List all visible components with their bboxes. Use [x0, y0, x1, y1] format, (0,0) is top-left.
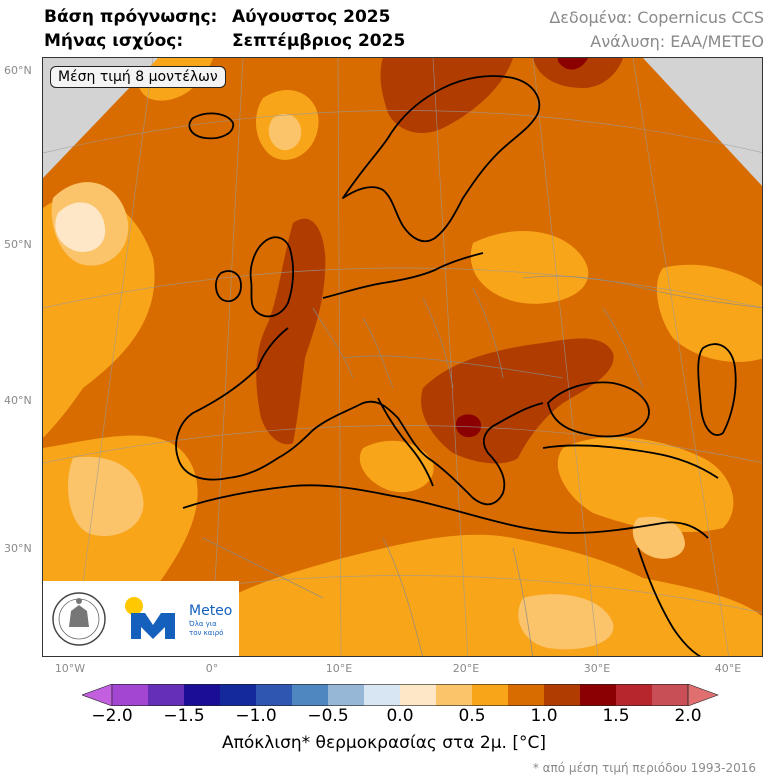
anomaly-colorbar — [82, 684, 719, 706]
colorbar-title: Απόκλιση* θερμοκρασίας στα 2μ. [°C] — [222, 733, 546, 753]
logo-panel: Meteo Όλα για τον καιρό — [43, 581, 239, 656]
colorbar-tick-m0.5: −0.5 — [307, 706, 349, 726]
valid-month-label: Μήνας ισχύος: — [44, 31, 184, 51]
data-source-credit: Δεδομένα: Copernicus CCS — [549, 8, 764, 27]
colorbar-segment — [580, 684, 616, 706]
no-data-area-ne — [643, 58, 762, 186]
lat-label-60n: 60°N — [4, 64, 32, 77]
colorbar-segment — [292, 684, 328, 706]
lat-label-30n: 30°N — [4, 542, 32, 555]
lon-label-0: 0° — [205, 662, 219, 675]
observatory-seal-logo — [52, 592, 106, 646]
lat-label-40n: 40°N — [4, 394, 32, 407]
sun-icon — [125, 597, 143, 615]
colorbar-tick-0.5: 0.5 — [458, 706, 486, 726]
colorbar-segment — [364, 684, 400, 706]
colorbar-segment — [148, 684, 184, 706]
colorbar-tick-1.5: 1.5 — [602, 706, 630, 726]
lon-label-30e: 30°E — [583, 662, 611, 675]
colorbar-segment — [220, 684, 256, 706]
colorbar-over-triangle — [687, 684, 719, 706]
colorbar-frame — [111, 684, 689, 706]
anomaly-field-very-strong — [455, 58, 588, 438]
coastlines — [175, 75, 737, 656]
meteo-tagline-2: τον καιρό — [189, 629, 224, 637]
colorbar-segment — [472, 684, 508, 706]
colorbar-segment — [616, 684, 652, 706]
anomaly-field-neutral — [55, 202, 106, 252]
valid-month-value: Σεπτέμβριος 2025 — [232, 31, 406, 51]
colorbar-tick-1.0: 1.0 — [530, 706, 558, 726]
temperature-anomaly-map — [42, 57, 763, 657]
colorbar-segment — [112, 684, 148, 706]
no-data-area-nw — [43, 58, 158, 178]
colorbar-tick-0.0: 0.0 — [386, 706, 414, 726]
colorbar-segment — [436, 684, 472, 706]
colorbar-segment — [544, 684, 580, 706]
lon-label-20e: 20°E — [452, 662, 480, 675]
colorbar-segment — [256, 684, 292, 706]
lon-label-10e: 10°E — [325, 662, 353, 675]
colorbar-segment — [508, 684, 544, 706]
forecast-base-value: Αύγουστος 2025 — [232, 7, 391, 27]
colorbar-tick-2.0: 2.0 — [674, 706, 702, 726]
reference-period-footnote: * από μέση τιμή περιόδου 1993-2016 — [532, 761, 756, 775]
ensemble-models-label: Μέση τιμή 8 μοντέλων — [50, 66, 226, 88]
meteo-tagline-1: Όλα για — [189, 620, 217, 628]
colorbar-segment — [400, 684, 436, 706]
colorbar-tick-m1.5: −1.5 — [163, 706, 205, 726]
colorbar-segment — [184, 684, 220, 706]
colorbar-segment — [328, 684, 364, 706]
lat-label-50n: 50°N — [4, 238, 32, 251]
meteo-brand: Meteo — [189, 603, 233, 619]
colorbar-segment — [652, 684, 688, 706]
forecast-base-label: Βάση πρόγνωσης: — [44, 7, 218, 27]
meteo-logo — [125, 597, 175, 639]
lon-label-10w: 10°W — [54, 662, 86, 675]
country-borders — [202, 275, 762, 656]
analysis-credit: Ανάλυση: ΕΑΑ/METEO — [590, 32, 764, 51]
colorbar-tick-m2.0: −2.0 — [91, 706, 133, 726]
lon-label-40e: 40°E — [714, 662, 742, 675]
colorbar-under-triangle — [82, 684, 113, 706]
colorbar-tick-m1.0: −1.0 — [235, 706, 277, 726]
